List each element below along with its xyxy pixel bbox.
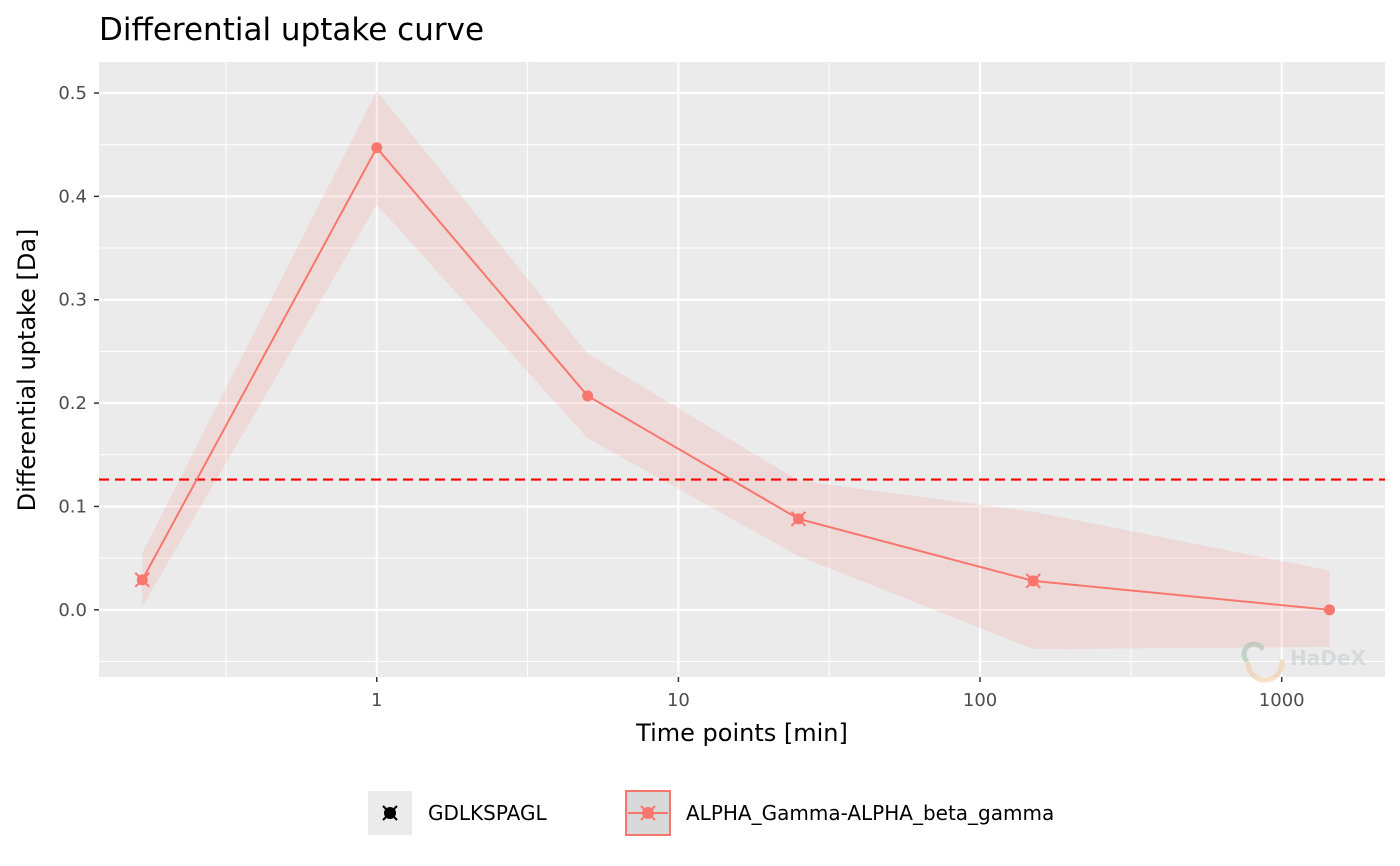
series-lines: [141, 146, 1330, 611]
plot-panel: [99, 62, 1385, 677]
x-tick-label: 1000: [1259, 690, 1305, 711]
data-point: [1323, 604, 1335, 616]
legend-key-point: [384, 807, 396, 819]
y-tick-label: 0.3: [58, 290, 87, 311]
data-point: [1027, 575, 1039, 587]
series-line: [141, 146, 1330, 611]
minor-gridlines: [99, 62, 1385, 677]
hadex-watermark: HaDeX: [1290, 646, 1366, 670]
y-tick-label: 0.5: [58, 83, 87, 104]
x-tick-label: 10: [667, 690, 690, 711]
series-points: [134, 142, 1335, 616]
x-tick-label: 100: [963, 690, 997, 711]
legend-label: GDLKSPAGL: [428, 801, 547, 825]
y-axis-title: Differential uptake [Da]: [13, 229, 41, 512]
data-point: [582, 390, 594, 402]
major-gridlines: [99, 62, 1385, 677]
x-axis-title: Time points [min]: [635, 719, 848, 747]
hadex-logo-swirl-accent-icon: [1245, 659, 1285, 683]
y-tick-label: 0.4: [58, 186, 87, 207]
data-point: [371, 142, 383, 154]
hadex-logo: HaDeX: [1241, 641, 1366, 683]
y-tick-label: 0.1: [58, 496, 87, 517]
y-axis-ticks: 0.0 0.1 0.2 0.3 0.4 0.5: [58, 83, 99, 621]
legend-key-point: [642, 807, 654, 819]
confidence-ribbon: [142, 90, 1330, 650]
hadex-logo-swirl-icon: [1241, 641, 1265, 663]
chart-title: Differential uptake curve: [99, 12, 484, 48]
data-point: [792, 513, 804, 525]
x-axis-ticks: 1 10 100 1000: [371, 677, 1305, 711]
y-tick-label: 0.2: [58, 393, 87, 414]
y-tick-label: 0.0: [58, 600, 87, 621]
legend-label: ALPHA_Gamma-ALPHA_beta_gamma: [686, 801, 1054, 825]
confidence-ribbons: [142, 90, 1330, 650]
data-point: [136, 574, 148, 586]
legend: GDLKSPAGL ALPHA_Gamma-ALPHA_beta_gamma: [368, 790, 1054, 836]
x-tick-label: 1: [371, 690, 382, 711]
